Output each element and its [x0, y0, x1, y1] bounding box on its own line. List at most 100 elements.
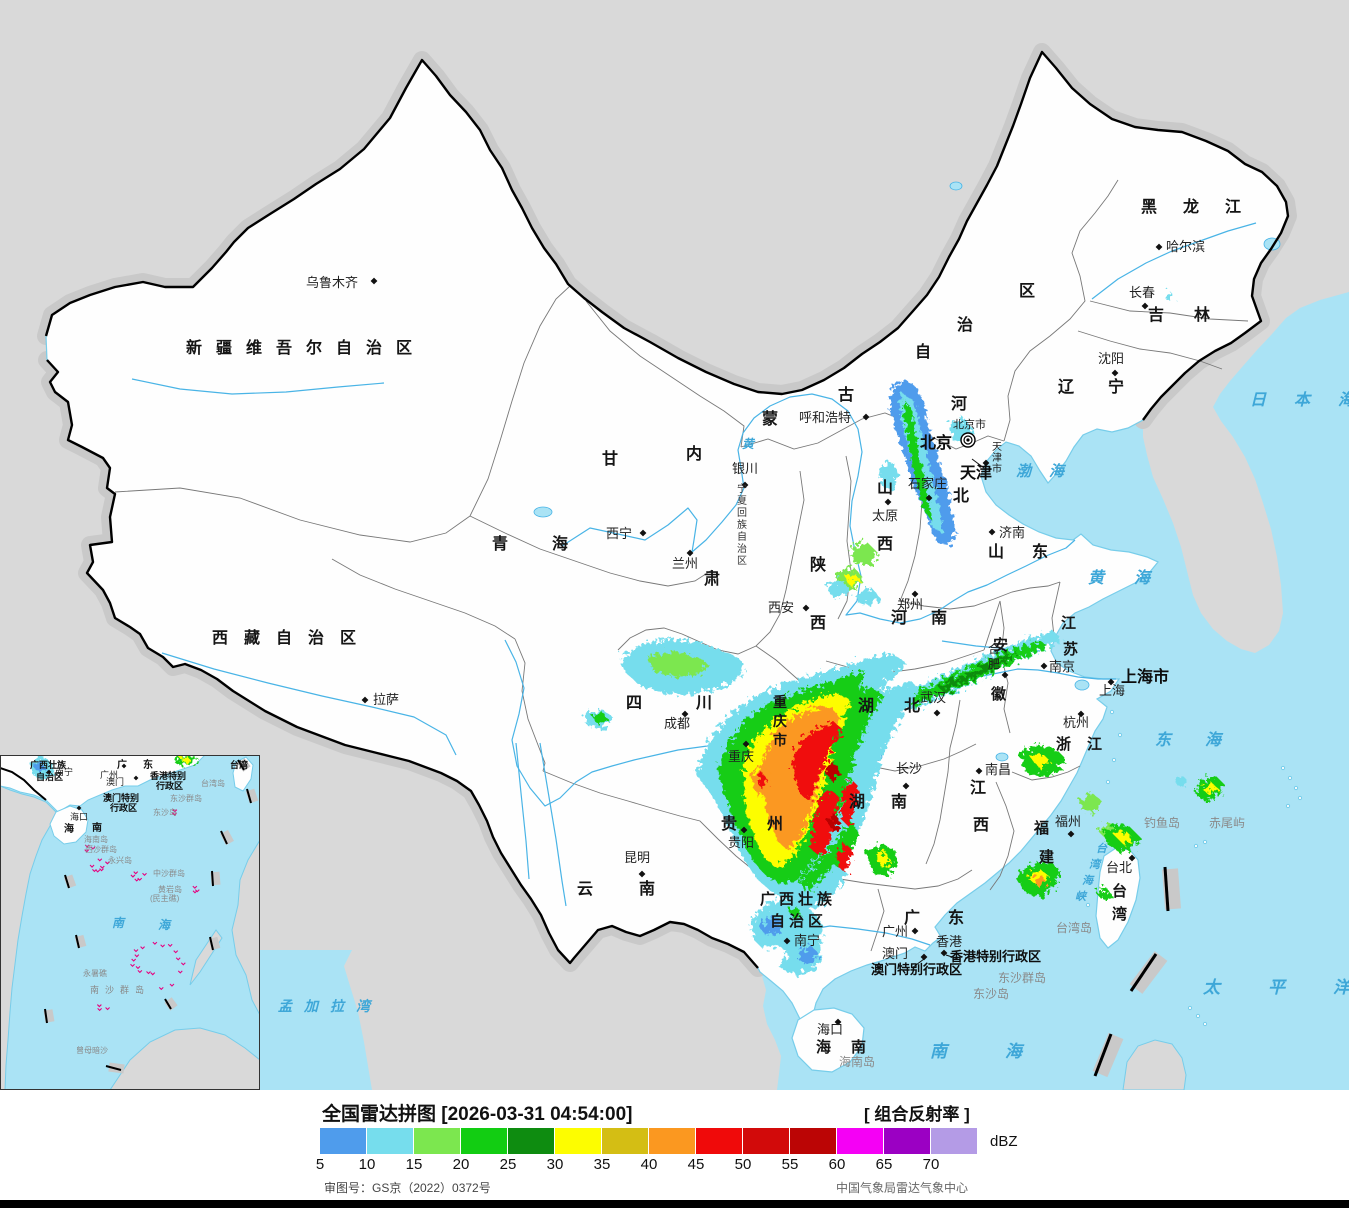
inset-border-line — [0, 767, 47, 801]
inset-dash-segment — [64, 874, 70, 889]
radar-echo-yellow — [180, 756, 191, 763]
map-label: 杭州 — [1063, 715, 1089, 730]
inset-dash-segment — [209, 936, 214, 951]
small-island — [1287, 775, 1293, 781]
map-label: 太平洋 — [1202, 978, 1349, 997]
radar-echo-cyan — [1173, 776, 1189, 788]
map-label: 广西壮族 — [760, 890, 836, 908]
map-label: 行政区 — [109, 802, 137, 813]
inset-indochina — [0, 785, 59, 1090]
map-label: 甘 — [602, 450, 618, 468]
island-mark — [146, 971, 151, 975]
map-label: 西 — [973, 816, 989, 834]
province-boundary — [585, 300, 745, 448]
city-marker — [802, 604, 810, 612]
capital-symbol-dot — [966, 438, 970, 442]
map-label: 香港特别 — [149, 770, 186, 781]
province-boundary — [469, 285, 571, 517]
province-boundary — [114, 487, 471, 543]
city-marker — [783, 937, 791, 945]
map-label: 建 — [1039, 848, 1055, 866]
inset-dash-segment — [237, 759, 245, 771]
city-marker — [834, 1018, 842, 1026]
leader-line — [971, 458, 985, 469]
small-island — [1202, 1021, 1208, 1027]
map-label: 济南 — [999, 525, 1025, 540]
legend-tick-55: 55 — [781, 1156, 799, 1173]
map-label: 自治区 — [770, 912, 827, 930]
map-label: 黄岩岛 — [158, 884, 182, 894]
luzon-island — [1122, 1039, 1187, 1090]
map-label: 湖北 — [858, 697, 950, 715]
map-label: 北京市 — [953, 417, 986, 431]
radar-echo-blue — [759, 916, 783, 935]
map-label: 澳门特别行政区 — [871, 962, 962, 977]
radar-echo-cyan — [789, 865, 847, 913]
island-mark — [99, 868, 104, 872]
island-mark — [84, 849, 90, 853]
river — [515, 742, 530, 880]
nine-dash-line — [1092, 866, 1181, 1078]
dash-shadow — [1162, 868, 1181, 910]
legend-tick-15: 15 — [405, 1156, 423, 1173]
island-mark — [150, 972, 156, 976]
radar-echo-cyan — [1164, 292, 1174, 301]
map-label: 广州 — [882, 924, 908, 939]
legend-tick-10: 10 — [358, 1156, 376, 1173]
island-mark — [192, 890, 198, 894]
legend-color-step-50 — [743, 1128, 789, 1154]
radar-echo-cyan — [856, 588, 880, 606]
map-label: 海口 — [817, 1022, 843, 1037]
island-mark — [169, 983, 175, 987]
radar-echo-yellow — [1030, 753, 1050, 769]
map-label: 湾 — [1089, 858, 1102, 871]
city-marker — [1107, 678, 1115, 686]
map-label: 兰州 — [672, 556, 698, 571]
island-mark — [99, 865, 105, 869]
map-label: 蒙 — [762, 409, 778, 428]
island-mark — [105, 861, 110, 865]
international-border-north — [44, 50, 1290, 421]
island-mark — [175, 957, 181, 961]
island-mark — [152, 941, 158, 945]
inset-dash-segment — [211, 870, 214, 887]
radar-echo-blue — [34, 762, 46, 774]
map-label: 重庆 — [728, 749, 754, 764]
map-label: 昆明 — [624, 850, 650, 865]
island-mark — [131, 958, 137, 962]
island-mark — [133, 871, 139, 875]
map-label: 东沙群岛 — [170, 793, 202, 803]
map-label: 台北 — [1106, 860, 1132, 875]
province-boundary — [870, 888, 885, 952]
map-label: 陕 — [810, 555, 826, 574]
legend-tick-45: 45 — [687, 1156, 705, 1173]
radar-echo-yellow — [1113, 830, 1133, 844]
city-marker — [639, 529, 647, 537]
province-boundary — [514, 638, 546, 772]
city-marker — [361, 696, 369, 704]
map-label: 区 — [1019, 282, 1035, 300]
city-marker — [920, 953, 928, 961]
radar-echo-blue — [799, 945, 819, 965]
map-label: 治 — [957, 315, 973, 334]
lake — [533, 506, 553, 518]
small-island — [1187, 1005, 1193, 1011]
map-label: 东沙岛 — [153, 807, 177, 817]
map-label: 长春 — [1129, 285, 1155, 300]
map-label: 乌鲁木齐 — [306, 275, 358, 290]
legend-color-step-15 — [414, 1128, 460, 1154]
bottom-border-bar — [0, 1200, 1349, 1208]
map-label: 拉萨 — [373, 692, 399, 707]
island-mark — [133, 949, 139, 953]
inset-dash-shadow — [210, 871, 221, 886]
city-marker — [925, 494, 933, 502]
inset-dash-segment — [220, 830, 228, 845]
map-label: 上海 — [1099, 683, 1125, 698]
radar-echo-red — [756, 773, 768, 789]
map-label: 台 — [1112, 882, 1127, 900]
small-island — [1195, 1013, 1201, 1019]
island-mark — [134, 878, 140, 882]
city-marker — [681, 710, 689, 718]
map-label: 澳门特别 — [103, 792, 139, 803]
